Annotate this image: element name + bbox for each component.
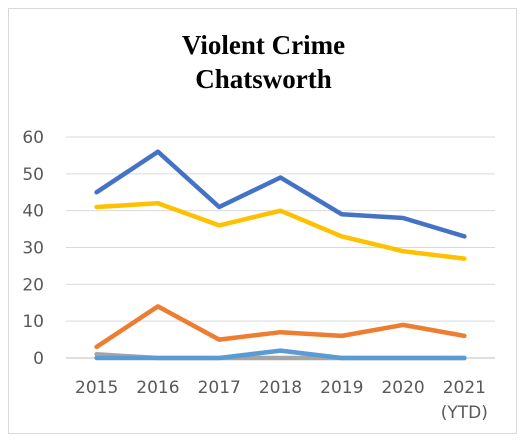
y-tick-label: 10: [22, 312, 44, 332]
x-tick-label: 2016: [136, 378, 179, 398]
x-tick-label: 2018: [259, 378, 302, 398]
x-tick-label: 2020: [381, 378, 424, 398]
y-tick-label: 0: [33, 349, 44, 369]
series-line: [94, 201, 467, 261]
x-tick-sublabel: (YTD): [441, 403, 488, 423]
y-tick-label: 60: [22, 128, 44, 148]
x-tick-label: 2019: [320, 378, 363, 398]
series-line: [94, 348, 467, 361]
y-tick-label: 40: [22, 202, 44, 222]
x-tick-label: 2017: [198, 378, 241, 398]
chart-subtitle: Chatsworth: [195, 64, 332, 94]
chart-title: Violent Crime: [181, 30, 346, 60]
series-line: [94, 304, 467, 350]
chart-frame: [8, 8, 517, 434]
chart-title-block: Violent Crime Chatsworth: [0, 28, 527, 96]
y-tick-label: 30: [22, 239, 44, 259]
y-tick-label: 20: [22, 275, 44, 295]
x-tick-label: 2021: [443, 378, 486, 398]
x-tick-label: 2015: [75, 378, 118, 398]
y-tick-label: 50: [22, 165, 44, 185]
series-line: [94, 149, 467, 239]
